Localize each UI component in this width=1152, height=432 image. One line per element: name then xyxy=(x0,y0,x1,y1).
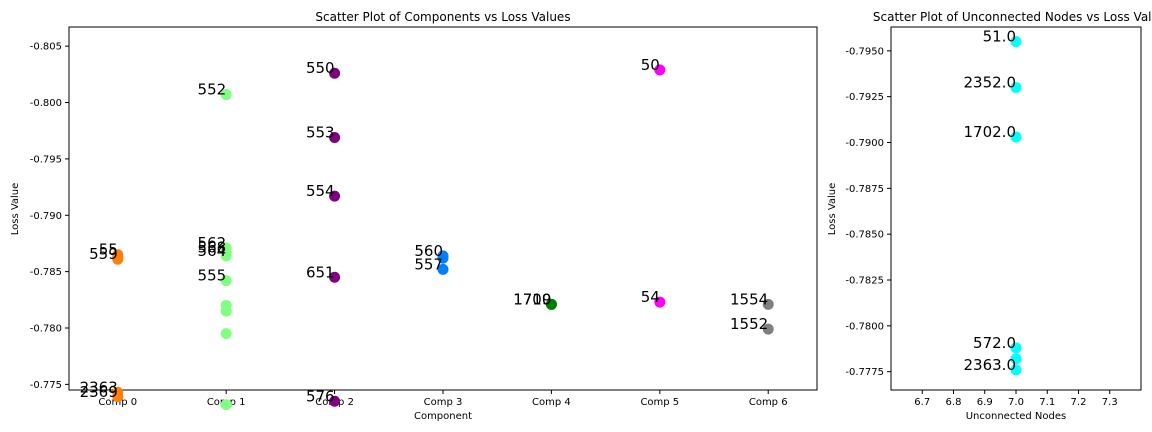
left-data-point xyxy=(545,298,557,310)
left-data-point xyxy=(329,190,341,202)
left-xtick-label: Comp 0 xyxy=(98,397,137,408)
left-data-point xyxy=(220,89,232,101)
left-ytick-label: -0.775 xyxy=(30,380,62,391)
left-data-point xyxy=(329,271,341,283)
left-data-point xyxy=(762,323,774,335)
left-point-label: 560 xyxy=(414,242,443,260)
left-ytick-label: -0.785 xyxy=(30,267,62,278)
left-plot-area: -0.775 -0.780 -0.785 -0.790 -0.795 -0.800 -0.8… xyxy=(30,26,818,411)
right-xtick-label: 6.9 xyxy=(977,397,993,408)
left-point-label: 1554 xyxy=(730,290,768,308)
left-point-label: 557 xyxy=(414,255,443,273)
right-xtick-label: 7.0 xyxy=(1008,397,1024,408)
right-chart-ylabel: Loss Value xyxy=(827,183,838,236)
left-data-point xyxy=(220,305,232,317)
left-data-point xyxy=(654,64,666,76)
left-xtick-label: Comp 6 xyxy=(749,397,788,408)
left-chart-ylabel: Loss Value xyxy=(10,183,21,236)
left-data-point xyxy=(220,399,232,411)
right-ytick-label: -0.7775 xyxy=(845,367,884,378)
left-point-label: 1552 xyxy=(730,315,768,333)
left-point-label: 576 xyxy=(306,387,335,405)
left-data-point xyxy=(329,67,341,79)
left-data-point xyxy=(437,263,449,275)
right-xtick-label: 6.8 xyxy=(946,397,962,408)
left-point-label: 564 xyxy=(198,242,227,260)
right-ytick-label: -0.7800 xyxy=(845,321,884,332)
right-data-point xyxy=(1010,353,1022,365)
right-plot-area: -0.7775 -0.7800 -0.7825 -0.7850 -0.7875 -0.79… xyxy=(845,26,1142,408)
right-point-label: 572.0 xyxy=(973,334,1016,352)
left-point-label: 54 xyxy=(641,288,660,306)
left-point-label: 2363 xyxy=(80,378,118,396)
left-chart-title: Scatter Plot of Components vs Loss Value… xyxy=(315,10,570,24)
right-ytick-label: -0.7950 xyxy=(845,46,884,57)
left-point-label: 50 xyxy=(641,56,660,74)
left-point-label: 1700 xyxy=(513,290,551,308)
left-ytick-label: -0.795 xyxy=(30,154,62,165)
right-xtick-label: 6.7 xyxy=(914,397,930,408)
right-ytick-label: -0.7925 xyxy=(845,92,884,103)
left-xtick-label: Comp 3 xyxy=(424,397,463,408)
right-point-label: 2352.0 xyxy=(964,74,1017,92)
left-data-point xyxy=(112,249,124,261)
right-plot-frame xyxy=(890,26,1142,391)
left-data-point xyxy=(654,296,666,308)
left-xtick-label: Comp 5 xyxy=(640,397,679,408)
left-point-label: 1719 xyxy=(513,290,551,308)
right-data-point xyxy=(1010,82,1022,93)
left-point-label: 559 xyxy=(89,245,118,263)
left-point-label: 2369 xyxy=(80,383,118,401)
left-xtick-label: Comp 4 xyxy=(532,397,571,408)
right-data-point xyxy=(1010,364,1022,376)
left-ytick-label: -0.780 xyxy=(30,323,62,334)
right-xtick-label: 7.2 xyxy=(1071,397,1087,408)
left-data-point xyxy=(329,395,341,407)
right-chart-title: Scatter Plot of Unconnected Nodes vs Los… xyxy=(873,10,1152,24)
right-ytick-label: -0.7875 xyxy=(845,184,884,195)
right-data-point xyxy=(1010,131,1022,143)
right-point-label: 51.0 xyxy=(983,28,1016,46)
left-point-label: 550 xyxy=(306,59,335,77)
left-plot-frame xyxy=(68,26,818,391)
right-ytick-label: -0.7825 xyxy=(845,276,884,287)
left-point-label: 553 xyxy=(306,123,335,141)
left-data-point xyxy=(437,252,449,264)
right-ytick-label: -0.7900 xyxy=(845,138,884,149)
left-ytick-label: -0.805 xyxy=(30,42,62,53)
left-data-point xyxy=(329,131,341,143)
left-point-label: 651 xyxy=(306,263,335,281)
right-data-point xyxy=(1010,36,1022,48)
left-point-label: 554 xyxy=(306,182,335,200)
left-point-label: 55 xyxy=(99,241,118,259)
left-data-point xyxy=(220,275,232,287)
left-point-label: 568 xyxy=(198,238,227,256)
left-data-point xyxy=(762,298,774,310)
left-point-label: 552 xyxy=(198,81,227,99)
right-point-label: 1702.0 xyxy=(964,123,1017,141)
left-data-point xyxy=(220,328,232,340)
left-point-label: 562 xyxy=(198,234,227,252)
right-xtick-label: 7.3 xyxy=(1102,397,1118,408)
right-data-point xyxy=(1010,342,1022,354)
left-chart-xlabel: Component xyxy=(414,411,472,422)
right-ytick-label: -0.7850 xyxy=(845,230,884,241)
left-data-point xyxy=(220,250,232,262)
left-data-point xyxy=(112,391,124,403)
right-xtick-label: 7.1 xyxy=(1039,397,1055,408)
right-chart-xlabel: Unconnected Nodes xyxy=(966,411,1067,422)
left-ytick-label: -0.800 xyxy=(30,98,62,109)
right-point-label: 2363.0 xyxy=(964,356,1017,374)
left-point-label: 555 xyxy=(198,267,227,285)
left-ytick-label: -0.790 xyxy=(30,211,62,222)
